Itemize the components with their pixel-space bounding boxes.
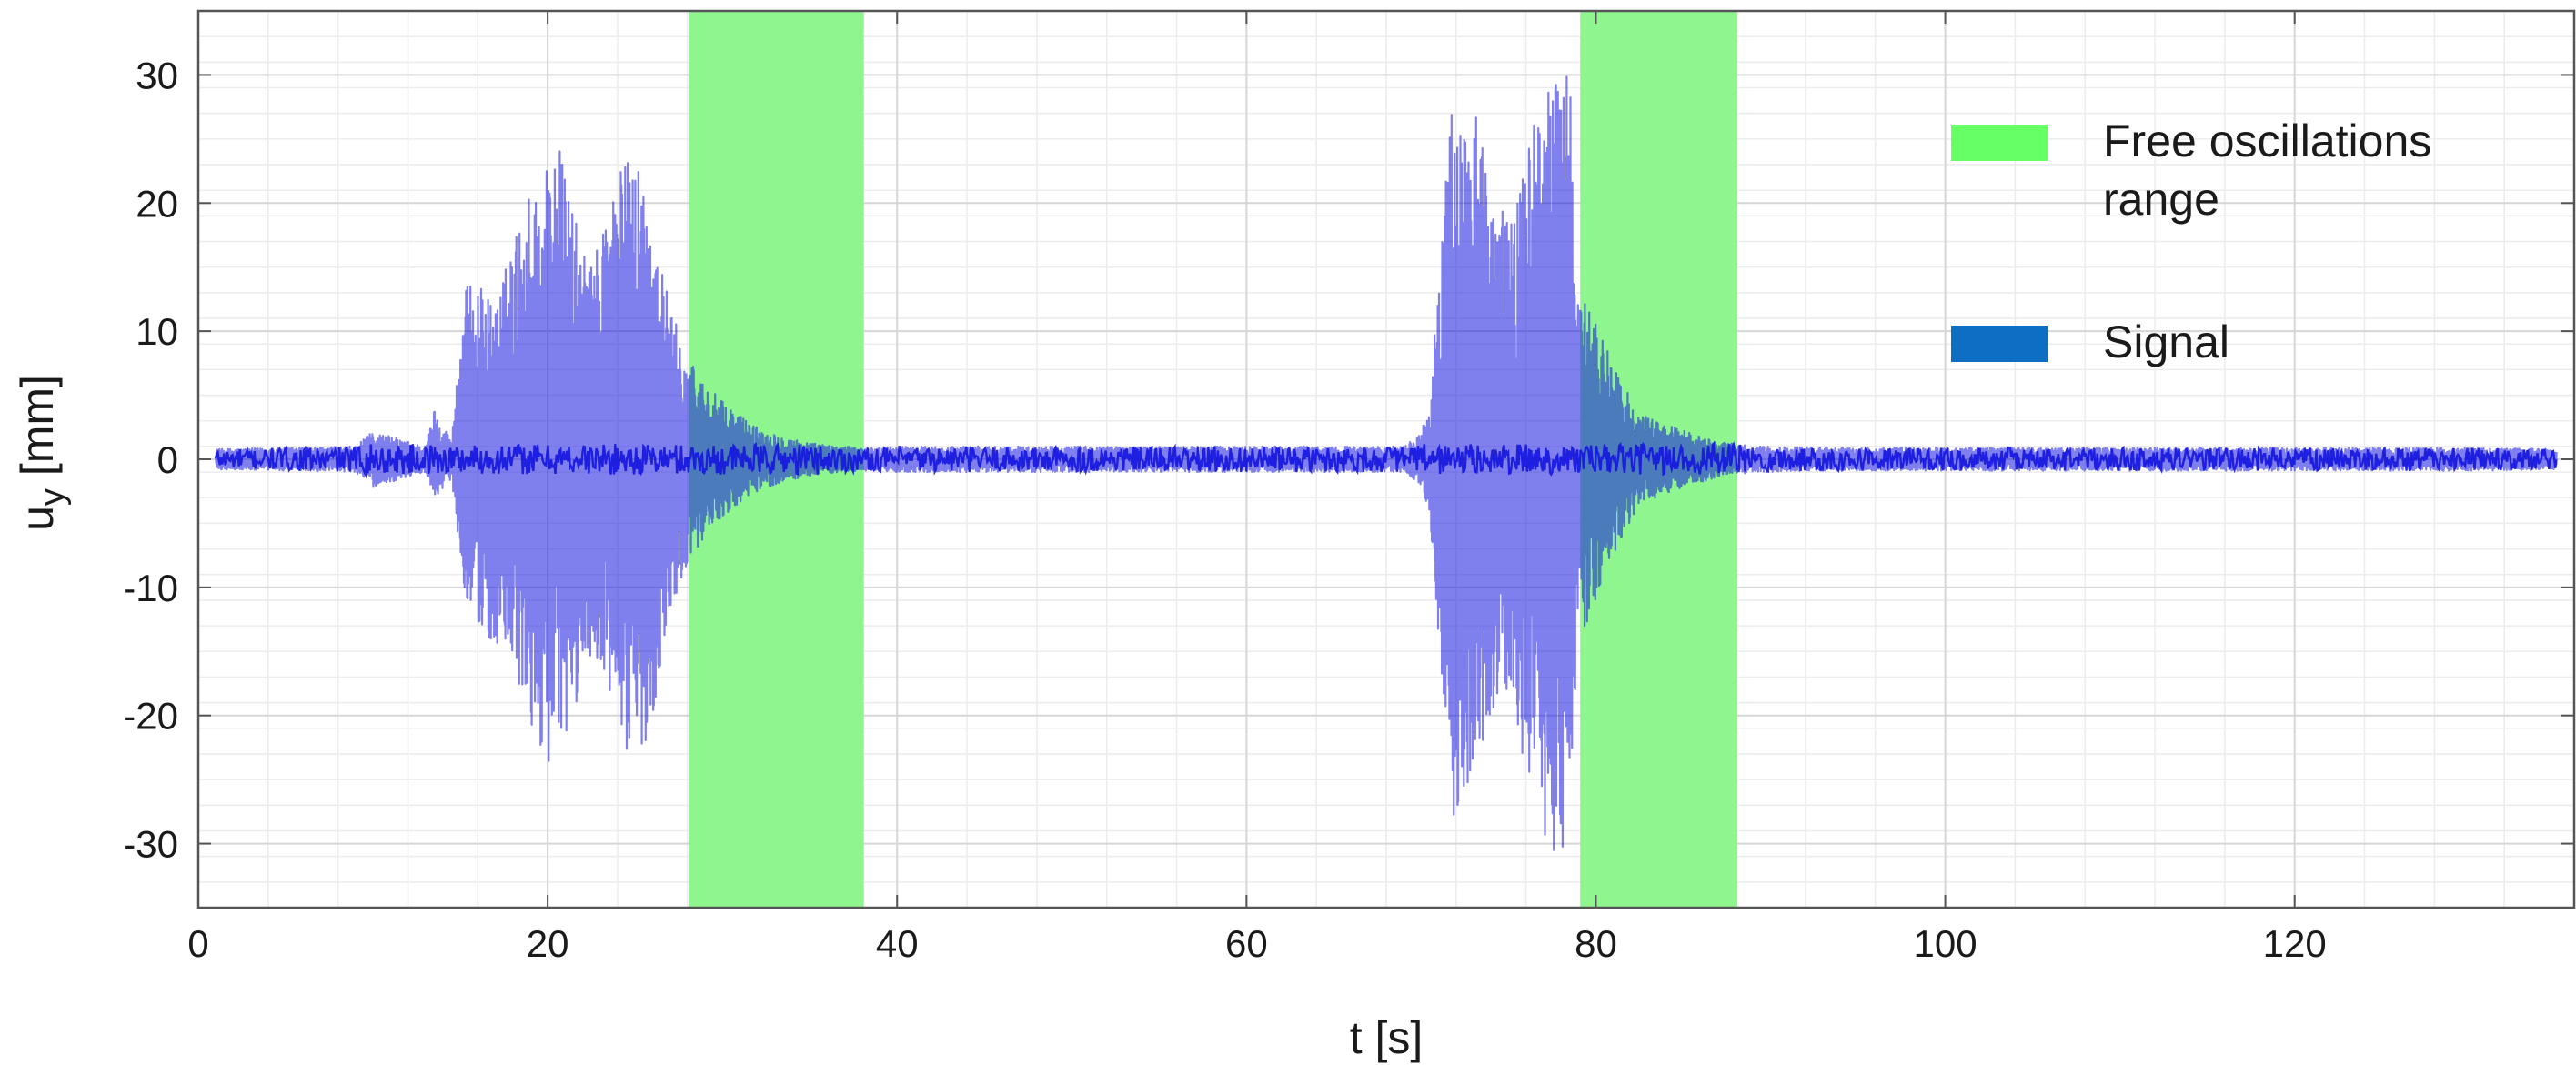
x-tick-label: 120 [2263, 922, 2327, 965]
y-tick-label: -20 [123, 695, 178, 738]
x-tick-label: 80 [1575, 922, 1617, 965]
legend-swatch [1951, 125, 2048, 161]
y-axis-label-main: u [12, 506, 63, 531]
y-tick-label: 20 [136, 182, 178, 225]
y-axis-label-unit: [mm] [12, 375, 63, 488]
legend-label: Free oscillations range [2103, 116, 2431, 225]
legend: Free oscillations range Signal [1951, 116, 2431, 367]
signal-line-core [215, 441, 2558, 479]
legend-swatch [1951, 326, 2048, 362]
x-tick-label: 20 [527, 922, 569, 965]
y-axis-label: uy [mm] [12, 375, 72, 531]
x-tick-label: 100 [1914, 922, 1977, 965]
y-tick-label: 30 [136, 54, 178, 96]
x-tick-label: 40 [876, 922, 919, 965]
x-tick-label: 60 [1225, 922, 1268, 965]
x-axis-label: t [s] [1350, 1012, 1424, 1063]
legend-label-line: Free oscillations [2103, 116, 2431, 166]
legend-label-line: Signal [2103, 316, 2229, 367]
legend-label: Signal [2103, 316, 2229, 367]
y-axis-label-subscript: y [34, 488, 72, 506]
x-tick-label: 0 [187, 922, 208, 965]
y-tick-label: 10 [136, 310, 178, 353]
y-tick-label: 0 [157, 438, 178, 481]
y-axis-ticks: 30 20 10 0 -10 -20 -30 [123, 54, 2574, 866]
signal-line [215, 75, 2558, 851]
y-tick-label: -10 [123, 567, 178, 609]
y-tick-label: -30 [123, 823, 178, 866]
signal-series [215, 75, 2558, 851]
legend-label-line: range [2103, 174, 2219, 225]
x-axis-ticks: 0 20 40 60 80 100 120 [187, 11, 2327, 965]
